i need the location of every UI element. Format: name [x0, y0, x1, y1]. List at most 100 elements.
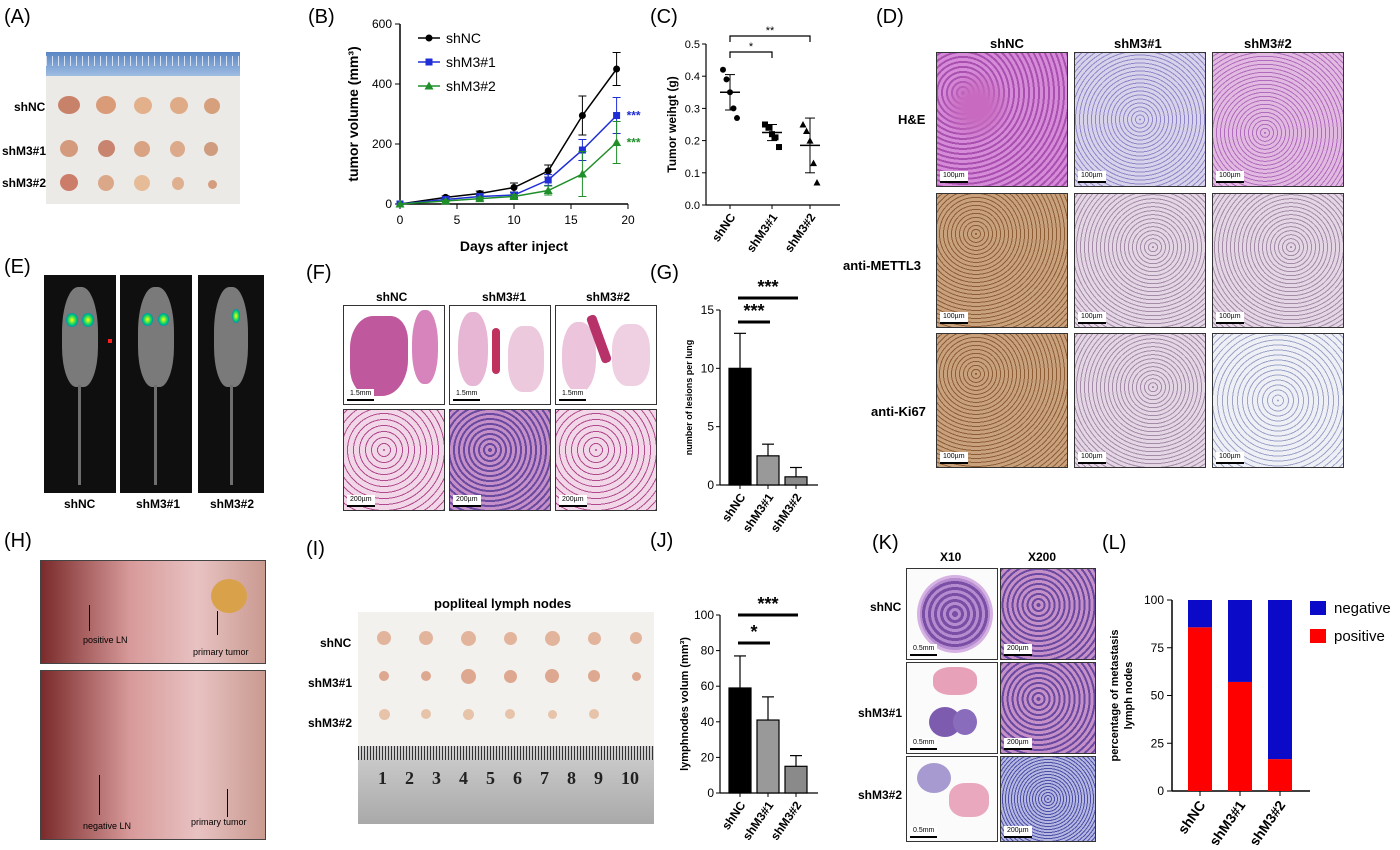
- row-label: shM3#1: [2, 144, 47, 158]
- histology-image: 100µm: [936, 333, 1068, 468]
- bar: [784, 476, 808, 486]
- lymph-node: [631, 671, 641, 681]
- tumor: [208, 180, 217, 189]
- stacked-bar-segment: [1228, 600, 1252, 682]
- bioluminescence-image: [44, 275, 116, 493]
- x-tick-label: shNC: [1174, 798, 1208, 837]
- lymph-node: [544, 630, 560, 646]
- data-point: [772, 134, 779, 141]
- y-tick-label: 40: [701, 715, 715, 729]
- ruler-number: 5: [486, 768, 495, 788]
- y-tick-label: 0.3: [685, 103, 700, 115]
- panel-label-a: (A): [4, 6, 31, 28]
- panel-label-j: (J): [650, 530, 674, 552]
- tumor: [170, 97, 188, 114]
- data-point: [510, 184, 518, 191]
- data-point: [723, 76, 730, 83]
- significance-label: ***: [743, 301, 764, 321]
- col-label: X200: [1028, 550, 1057, 564]
- y-tick-label: 0.2: [685, 136, 700, 148]
- y-tick-label: 0.1: [685, 168, 700, 180]
- lymph-node: [460, 630, 476, 646]
- panel-label-b: (B): [308, 6, 335, 28]
- lymph-node: [378, 708, 390, 720]
- data-point: [799, 121, 807, 128]
- legend-label: positive: [1334, 628, 1385, 645]
- data-point: [509, 192, 519, 200]
- legend-marker: [425, 34, 433, 42]
- bioluminescence-image: [198, 275, 264, 493]
- data-point: [475, 194, 485, 203]
- data-point: [803, 127, 810, 134]
- x-tick-label: 0: [397, 213, 404, 227]
- tumor: [134, 141, 150, 157]
- panel-label-d: (D): [876, 6, 904, 28]
- x-tick-label: 20: [621, 213, 635, 227]
- legend-swatch: [1310, 601, 1326, 615]
- data-point: [577, 169, 587, 178]
- lymph-node: [630, 632, 642, 644]
- panel-label-k: (K): [872, 532, 899, 554]
- panel-label-h: (H): [4, 530, 32, 552]
- legend-label: shM3#1: [446, 54, 496, 70]
- tumor: [204, 98, 220, 114]
- lymph-node: [421, 709, 431, 719]
- annotation: positive LN: [83, 635, 128, 645]
- significance-label: ***: [627, 136, 641, 150]
- photo-title: popliteal lymph nodes: [434, 596, 572, 611]
- panel-label-l: (L): [1102, 532, 1127, 554]
- data-point: [612, 138, 622, 146]
- lymph-node: [462, 708, 474, 720]
- significance-label: **: [766, 25, 775, 37]
- annotation: negative LN: [83, 821, 132, 831]
- data-point: [578, 146, 586, 154]
- legend-label: shM3#2: [446, 78, 496, 94]
- bioluminescence-image: [120, 275, 192, 493]
- x-tick-label: shM3#1: [1206, 797, 1249, 845]
- ruler-number: 7: [540, 768, 549, 788]
- row-label: shNC: [14, 100, 46, 114]
- stacked-bar-segment: [1268, 759, 1292, 791]
- row-label: anti-METTL3: [843, 258, 921, 273]
- dissection-photo-negative: negative LN primary tumor: [40, 670, 266, 840]
- ln-histology-image: 200µm: [1000, 756, 1096, 842]
- lung-detail-image: 200µm: [449, 409, 551, 511]
- y-tick-label: 600: [372, 17, 392, 31]
- y-tick-label: 80: [701, 644, 715, 658]
- histology-image: 100µm: [1074, 193, 1206, 328]
- significance-label: ***: [627, 109, 641, 123]
- y-tick-label: 75: [1151, 641, 1165, 655]
- lymph-node: [460, 668, 476, 684]
- histology-image: 100µm: [936, 193, 1068, 328]
- y-tick-label: 0.4: [685, 71, 700, 83]
- significance-label: ***: [757, 594, 778, 614]
- histology-image: 100µm: [1212, 333, 1344, 468]
- y-tick-label: 400: [372, 77, 392, 91]
- col-label: shM3#2: [586, 290, 631, 304]
- annotation: primary tumor: [191, 817, 247, 827]
- y-axis-label: tumor volume (mm³): [345, 46, 361, 181]
- y-tick-label: 50: [1151, 689, 1165, 703]
- ruler-number: 8: [567, 768, 576, 788]
- ln-histology-image: 200µm: [1000, 662, 1096, 754]
- tumor-volume-line-chart: 0 200 400 600 0 5 10 15 20 Days after inject tumor…: [345, 17, 641, 254]
- row-label: shNC: [870, 600, 902, 614]
- panel-label-e: (E): [4, 256, 31, 278]
- tumor: [60, 140, 78, 157]
- lymph-node: [503, 669, 517, 683]
- row-label: shNC: [320, 636, 352, 650]
- significance-bracket: [729, 51, 773, 58]
- dissection-photo-positive: positive LN primary tumor: [40, 560, 266, 664]
- legend-marker: [425, 58, 433, 66]
- legend-label: negative: [1334, 600, 1391, 617]
- significance-bracket: [729, 35, 811, 42]
- y-axis-label: Tumor weihgt (g): [665, 76, 679, 172]
- y-tick-label: 20: [701, 750, 715, 764]
- lymph-node: [505, 709, 515, 719]
- ruler-number: 1: [378, 768, 387, 788]
- histology-image: 100µm: [1074, 52, 1206, 187]
- ln-histology-image: 0.5mm: [906, 662, 998, 754]
- lymph-node: [589, 709, 599, 719]
- y-tick-label: 0.0: [685, 200, 700, 212]
